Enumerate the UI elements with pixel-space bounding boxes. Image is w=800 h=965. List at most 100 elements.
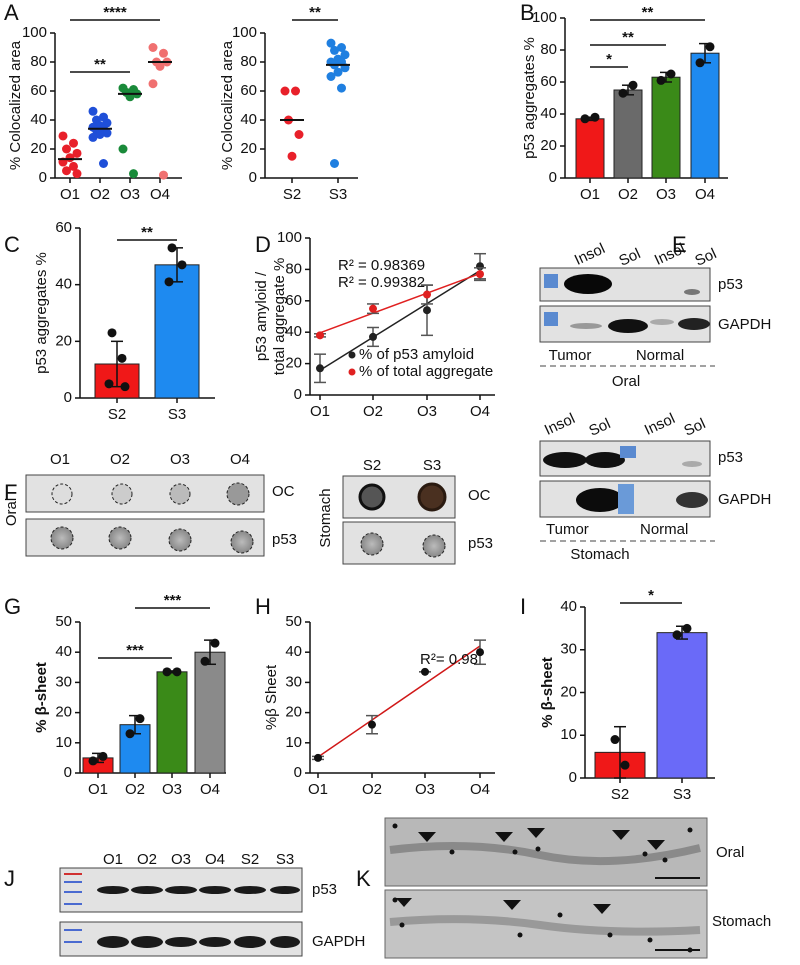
bar (154, 264, 200, 399)
y-axis-label: p53 aggregates % (521, 37, 538, 159)
x-tick-label: O4 (470, 781, 490, 798)
lane-label: Sol (586, 415, 613, 440)
x-tick-label: O2 (125, 781, 145, 798)
data-point (423, 306, 431, 315)
dot (69, 161, 78, 171)
dots (50, 482, 254, 554)
dot (333, 67, 343, 77)
y-tick-label: 40 (560, 598, 577, 615)
significance-label: ** (94, 56, 106, 73)
group-label: Tumor (546, 521, 589, 538)
dot (102, 128, 112, 138)
blot-e-stomach: Insol Sol Insol Sol p53 GAPDH Tumor Norm… (539, 410, 771, 563)
lane-label: Sol (692, 245, 719, 270)
y-tick-label: 10 (55, 734, 72, 751)
y-tick-label: 20 (55, 332, 72, 349)
dot (118, 144, 128, 154)
y-tick-label: 0 (549, 169, 557, 186)
row-label: OC (272, 483, 295, 500)
band (543, 452, 587, 468)
row-label: p53 (718, 449, 743, 466)
significance-label: **** (103, 4, 127, 21)
data-point (107, 328, 117, 338)
y-tick-label: 0 (64, 389, 72, 406)
y-tick-label: 60 (55, 219, 72, 236)
dot (294, 130, 304, 139)
y-tick-label: 40 (285, 643, 302, 660)
y-tick-label: 30 (285, 673, 302, 690)
dot (330, 159, 339, 168)
dot (99, 159, 108, 168)
dot (358, 483, 386, 511)
y-axis-label: % Colocalized area (7, 40, 24, 170)
data-point (120, 382, 130, 392)
lane-label: O1 (103, 851, 123, 868)
dot (326, 72, 336, 81)
legend-label: % of p53 amyloid (359, 346, 474, 363)
annotation: R² = 0.98369 (338, 257, 425, 274)
data-point (210, 638, 220, 648)
dot (88, 132, 98, 142)
lane-label: Insol (642, 410, 678, 439)
y-tick-label: 0 (294, 386, 302, 403)
dot (148, 79, 158, 89)
data-point (369, 304, 377, 313)
lane-label: S3 (423, 457, 441, 474)
data-point (369, 332, 377, 341)
bar (575, 118, 605, 179)
x-tick-label: O1 (308, 781, 328, 798)
y-tick-label: 30 (560, 641, 577, 658)
significance-label: * (606, 51, 612, 68)
group-label: Normal (636, 347, 684, 364)
data-point (695, 58, 705, 68)
dot (148, 43, 158, 52)
x-tick-label: S2 (611, 786, 629, 803)
tissue-label: Oral (3, 498, 20, 526)
dot (58, 131, 68, 141)
data-point (618, 88, 628, 98)
dot (88, 106, 98, 116)
dot (422, 534, 446, 558)
y-tick-label: 80 (540, 41, 557, 58)
row-label: p53 (468, 535, 493, 552)
lane-label: Insol (572, 240, 608, 269)
band (576, 488, 624, 512)
data-point (172, 667, 182, 677)
data-point (610, 735, 620, 745)
data-point (316, 331, 324, 340)
x-tick-label: O4 (470, 403, 490, 420)
fibril (389, 915, 701, 936)
panel-letter: J (4, 866, 15, 891)
data-point (200, 656, 210, 666)
band (564, 274, 612, 294)
band (682, 461, 702, 467)
y-tick-label: 100 (277, 229, 302, 246)
data-point (423, 290, 431, 299)
data-point (98, 751, 108, 761)
y-tick-label: 40 (285, 323, 302, 340)
row-label: GAPDH (312, 933, 365, 950)
dot (129, 169, 138, 179)
dot (326, 38, 336, 48)
dot (340, 50, 350, 60)
x-tick-label: O4 (200, 781, 220, 798)
y-tick-label: 0 (294, 764, 302, 781)
y-tick-label: 20 (285, 355, 302, 372)
data-point (476, 648, 484, 657)
y-tick-label: 40 (540, 105, 557, 122)
dot (95, 130, 105, 139)
x-tick-label: O3 (417, 403, 437, 420)
significance-label: ** (309, 4, 321, 21)
row-label: p53 (272, 531, 297, 548)
y-tick-label: 20 (560, 683, 577, 700)
x-tick-label: S3 (673, 786, 691, 803)
y-tick-label: 40 (240, 111, 257, 128)
panel-letter: G (4, 594, 21, 619)
data-point (162, 667, 172, 677)
x-tick-label: O3 (656, 186, 676, 203)
row-label: OC (468, 487, 491, 504)
x-tick-label: O1 (88, 781, 108, 798)
row-label: GAPDH (718, 316, 771, 333)
significance-label: *** (164, 592, 182, 609)
